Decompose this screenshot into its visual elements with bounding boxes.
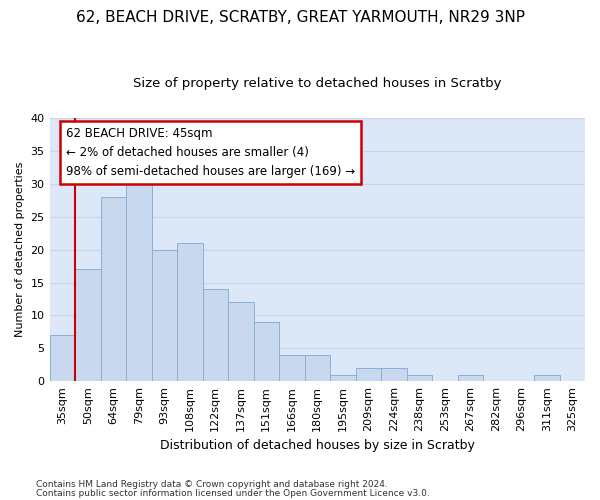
Text: 62, BEACH DRIVE, SCRATBY, GREAT YARMOUTH, NR29 3NP: 62, BEACH DRIVE, SCRATBY, GREAT YARMOUTH…	[76, 10, 524, 25]
Text: 62 BEACH DRIVE: 45sqm
← 2% of detached houses are smaller (4)
98% of semi-detach: 62 BEACH DRIVE: 45sqm ← 2% of detached h…	[65, 128, 355, 178]
Bar	[50, 335, 75, 381]
Bar	[279, 355, 305, 381]
Bar	[126, 164, 152, 381]
Bar	[407, 374, 432, 381]
Title: Size of property relative to detached houses in Scratby: Size of property relative to detached ho…	[133, 78, 502, 90]
Bar	[534, 374, 560, 381]
Bar	[177, 243, 203, 381]
Bar	[75, 270, 101, 381]
Bar	[101, 197, 126, 381]
Y-axis label: Number of detached properties: Number of detached properties	[15, 162, 25, 338]
Bar	[381, 368, 407, 381]
Bar	[152, 250, 177, 381]
Text: Contains HM Land Registry data © Crown copyright and database right 2024.: Contains HM Land Registry data © Crown c…	[36, 480, 388, 489]
Bar	[356, 368, 381, 381]
Bar	[203, 289, 228, 381]
Bar	[458, 374, 483, 381]
Bar	[330, 374, 356, 381]
X-axis label: Distribution of detached houses by size in Scratby: Distribution of detached houses by size …	[160, 440, 475, 452]
Text: Contains public sector information licensed under the Open Government Licence v3: Contains public sector information licen…	[36, 488, 430, 498]
Bar	[254, 322, 279, 381]
Bar	[305, 355, 330, 381]
Bar	[228, 302, 254, 381]
